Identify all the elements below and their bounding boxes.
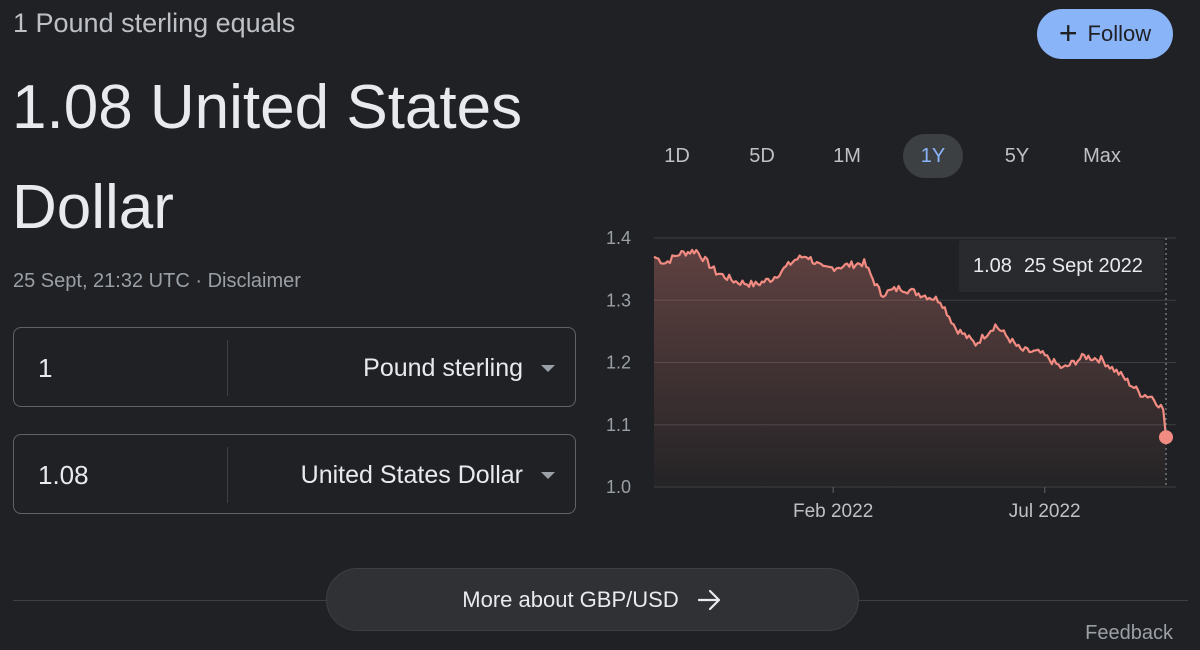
from-currency-label: Pound sterling <box>363 353 523 382</box>
timestamp: 25 Sept, 21:32 UTC <box>13 270 190 292</box>
follow-button[interactable]: + Follow <box>1037 9 1173 59</box>
more-about-button[interactable]: More about GBP/USD <box>326 568 859 631</box>
from-currency-select[interactable]: Pound sterling <box>363 328 555 408</box>
to-currency-select[interactable]: United States Dollar <box>301 435 555 515</box>
y-tick-label: 1.4 <box>606 228 631 248</box>
divider <box>227 447 228 503</box>
from-amount-input[interactable] <box>38 348 218 388</box>
conversion-subtitle: 1 Pound sterling equals <box>13 8 296 38</box>
chart-svg: 1.4 1.3 1.2 1.1 1.0 Feb 2022 Jul 2022 <box>606 228 1176 522</box>
feedback-link[interactable]: Feedback <box>1085 622 1173 644</box>
to-currency-label: United States Dollar <box>300 460 523 489</box>
y-tick-label: 1.3 <box>606 290 631 310</box>
series-area <box>654 249 1166 487</box>
tooltip-date: 25 Sept 2022 <box>1023 254 1143 277</box>
tooltip-value: 1.08 <box>973 254 1012 277</box>
arrow-right-icon <box>697 589 723 611</box>
separator: · <box>189 270 208 292</box>
disclaimer-link[interactable]: Disclaimer <box>207 270 301 292</box>
caret-down-icon <box>541 471 555 479</box>
more-about-label: More about GBP/USD <box>462 586 679 612</box>
current-value-dot <box>1159 430 1173 445</box>
to-currency-row: United States Dollar <box>13 434 576 514</box>
conversion-result: 1.08 United States Dollar <box>12 73 523 242</box>
from-currency-row: Pound sterling <box>13 327 576 407</box>
tab-5y[interactable]: 5Y <box>1004 145 1030 167</box>
follow-label: Follow <box>1087 21 1152 46</box>
series-line <box>653 248 1168 438</box>
tab-1y[interactable]: 1Y <box>903 134 963 178</box>
x-tick-label: Feb 2022 <box>793 501 873 522</box>
timestamp-line: 25 Sept, 21:32 UTC · Disclaimer <box>13 270 301 293</box>
tab-max[interactable]: Max <box>1083 145 1121 167</box>
chart-tooltip: 1.08 25 Sept 2022 <box>959 240 1164 292</box>
tab-1d[interactable]: 1D <box>664 145 690 167</box>
exchange-rate-chart[interactable]: 1.4 1.3 1.2 1.1 1.0 Feb 2022 Jul 2022 <box>590 210 1200 530</box>
divider <box>227 340 228 396</box>
plus-icon: + <box>1058 14 1078 51</box>
y-tick-label: 1.2 <box>606 353 631 373</box>
to-amount-input[interactable] <box>38 455 218 495</box>
caret-down-icon <box>541 364 555 372</box>
tab-1m[interactable]: 1M <box>833 145 861 167</box>
y-tick-label: 1.0 <box>606 477 631 497</box>
x-tick-label: Jul 2022 <box>1009 501 1081 522</box>
tab-5d[interactable]: 5D <box>749 145 775 167</box>
y-tick-label: 1.1 <box>606 415 631 435</box>
